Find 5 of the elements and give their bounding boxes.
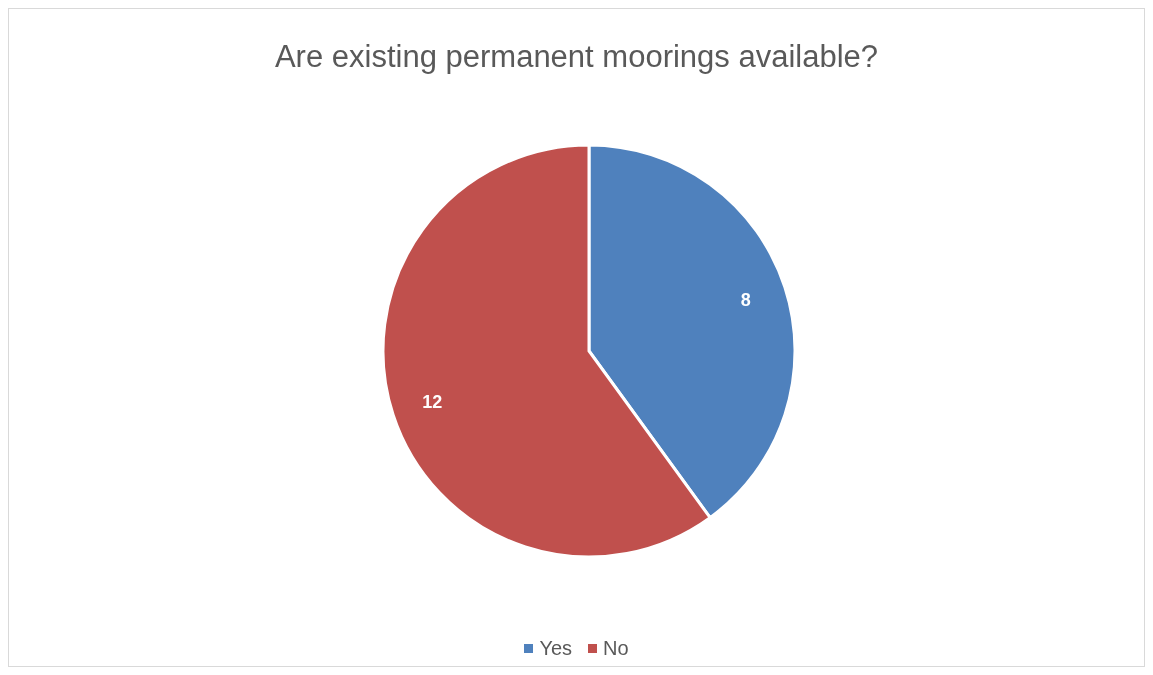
legend-label: No [603,637,629,660]
data-label: 12 [422,391,443,412]
chart-title: Are existing permanent moorings available? [273,39,880,75]
legend-label: Yes [539,637,573,660]
data-label: 8 [740,290,751,311]
